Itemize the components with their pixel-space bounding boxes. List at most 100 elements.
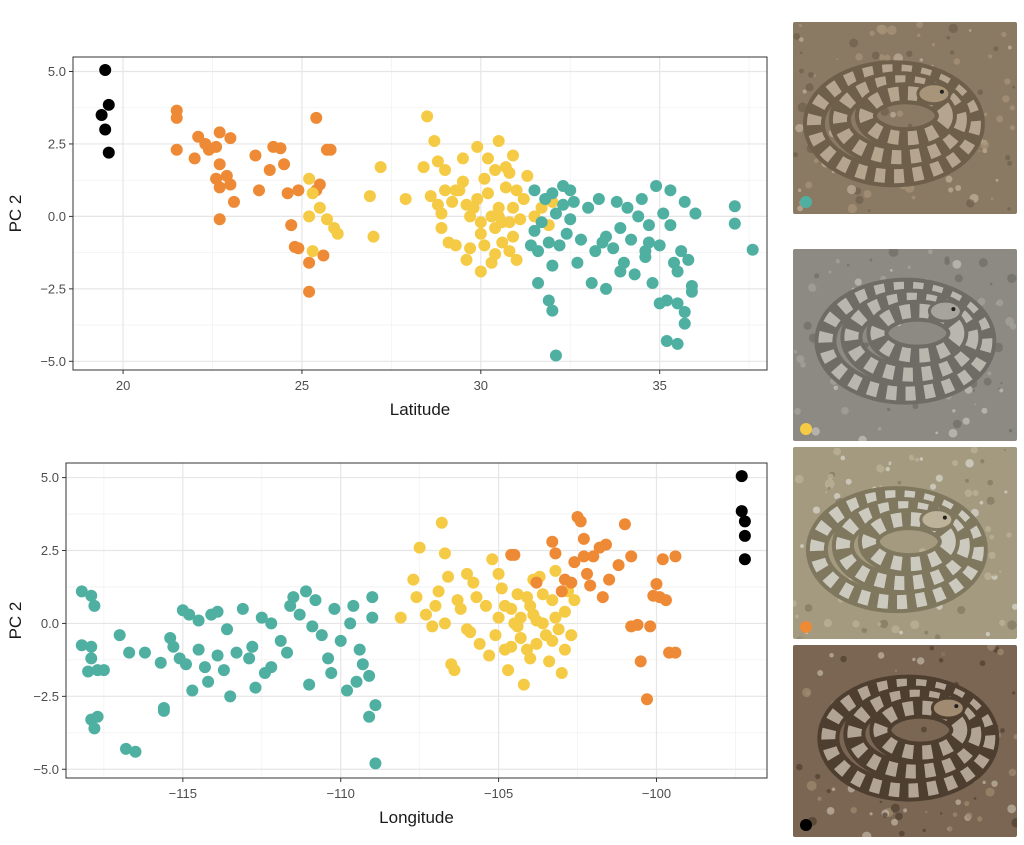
data-point — [481, 152, 494, 165]
data-point — [474, 216, 487, 229]
data-point — [299, 585, 312, 598]
data-point — [313, 201, 326, 214]
data-point — [495, 582, 508, 595]
data-point — [650, 578, 663, 591]
data-point — [438, 547, 451, 560]
data-point — [186, 684, 199, 697]
data-point — [530, 576, 543, 589]
data-point — [82, 665, 95, 678]
data-point — [577, 550, 590, 563]
y-axis-title: PC 2 — [6, 195, 25, 233]
data-point — [303, 210, 316, 223]
data-point — [628, 268, 641, 281]
data-point — [306, 187, 319, 200]
data-point — [678, 195, 691, 208]
snake-photo-black — [793, 645, 1017, 837]
data-point — [553, 239, 566, 252]
data-point — [363, 710, 376, 723]
data-point — [347, 599, 360, 612]
data-point — [448, 664, 461, 677]
data-point — [728, 200, 741, 213]
data-point — [614, 221, 627, 234]
data-point — [552, 623, 565, 636]
data-point — [309, 594, 322, 607]
data-point — [549, 547, 562, 560]
data-point — [274, 634, 287, 647]
data-point — [274, 142, 287, 155]
data-point — [532, 277, 545, 290]
data-point — [263, 164, 276, 177]
data-point — [510, 184, 523, 197]
series-teal — [524, 179, 759, 362]
data-point — [213, 158, 226, 171]
data-point — [217, 664, 230, 677]
data-point — [292, 242, 305, 255]
data-point — [138, 646, 151, 659]
data-point — [642, 219, 655, 232]
data-point — [113, 629, 126, 642]
data-point — [369, 699, 382, 712]
data-point — [213, 181, 226, 194]
data-point — [517, 193, 530, 206]
data-point — [198, 661, 211, 674]
data-point — [236, 602, 249, 615]
y-tick-label: 0.0 — [48, 209, 66, 224]
data-point — [549, 349, 562, 362]
data-point — [431, 155, 444, 168]
data-point — [669, 646, 682, 659]
data-point — [439, 184, 452, 197]
data-point — [230, 646, 243, 659]
data-point — [281, 646, 294, 659]
data-point — [592, 193, 605, 206]
data-point — [738, 515, 751, 528]
data-point — [600, 230, 613, 243]
data-point — [303, 256, 316, 269]
data-point — [324, 143, 337, 156]
series-yellow — [394, 516, 581, 691]
y-tick-label: −2.5 — [33, 689, 59, 704]
data-point — [521, 643, 534, 656]
data-point — [474, 265, 487, 278]
series-black — [95, 64, 115, 159]
data-point — [211, 649, 224, 662]
data-point — [542, 294, 555, 307]
data-point — [481, 187, 494, 200]
data-point — [432, 585, 445, 598]
data-point — [524, 599, 537, 612]
data-point — [227, 195, 240, 208]
data-point — [157, 704, 170, 717]
snake-photo-image — [793, 447, 1017, 639]
data-point — [632, 210, 645, 223]
data-point — [253, 184, 266, 197]
data-point — [474, 227, 487, 240]
data-point — [746, 243, 759, 256]
data-point — [183, 608, 196, 621]
x-axis-title: Longitude — [379, 808, 454, 827]
data-point — [284, 599, 297, 612]
data-point — [644, 620, 657, 633]
data-point — [285, 219, 298, 232]
data-point — [564, 213, 577, 226]
y-tick-label: 2.5 — [41, 543, 59, 558]
data-point — [546, 535, 559, 548]
data-point — [461, 623, 474, 636]
data-point — [320, 213, 333, 226]
data-point — [607, 242, 620, 255]
data-point — [565, 629, 578, 642]
data-point — [224, 132, 237, 145]
data-point — [102, 146, 115, 159]
data-point — [492, 210, 505, 223]
data-point — [303, 172, 316, 185]
data-point — [689, 207, 702, 220]
data-point — [555, 585, 568, 598]
data-point — [508, 548, 521, 561]
data-point — [75, 585, 88, 598]
data-point — [621, 201, 634, 214]
data-point — [498, 599, 511, 612]
data-point — [119, 742, 132, 755]
data-point — [399, 193, 412, 206]
data-point — [631, 618, 644, 631]
data-point — [479, 599, 492, 612]
data-point — [413, 541, 426, 554]
data-point — [542, 236, 555, 249]
